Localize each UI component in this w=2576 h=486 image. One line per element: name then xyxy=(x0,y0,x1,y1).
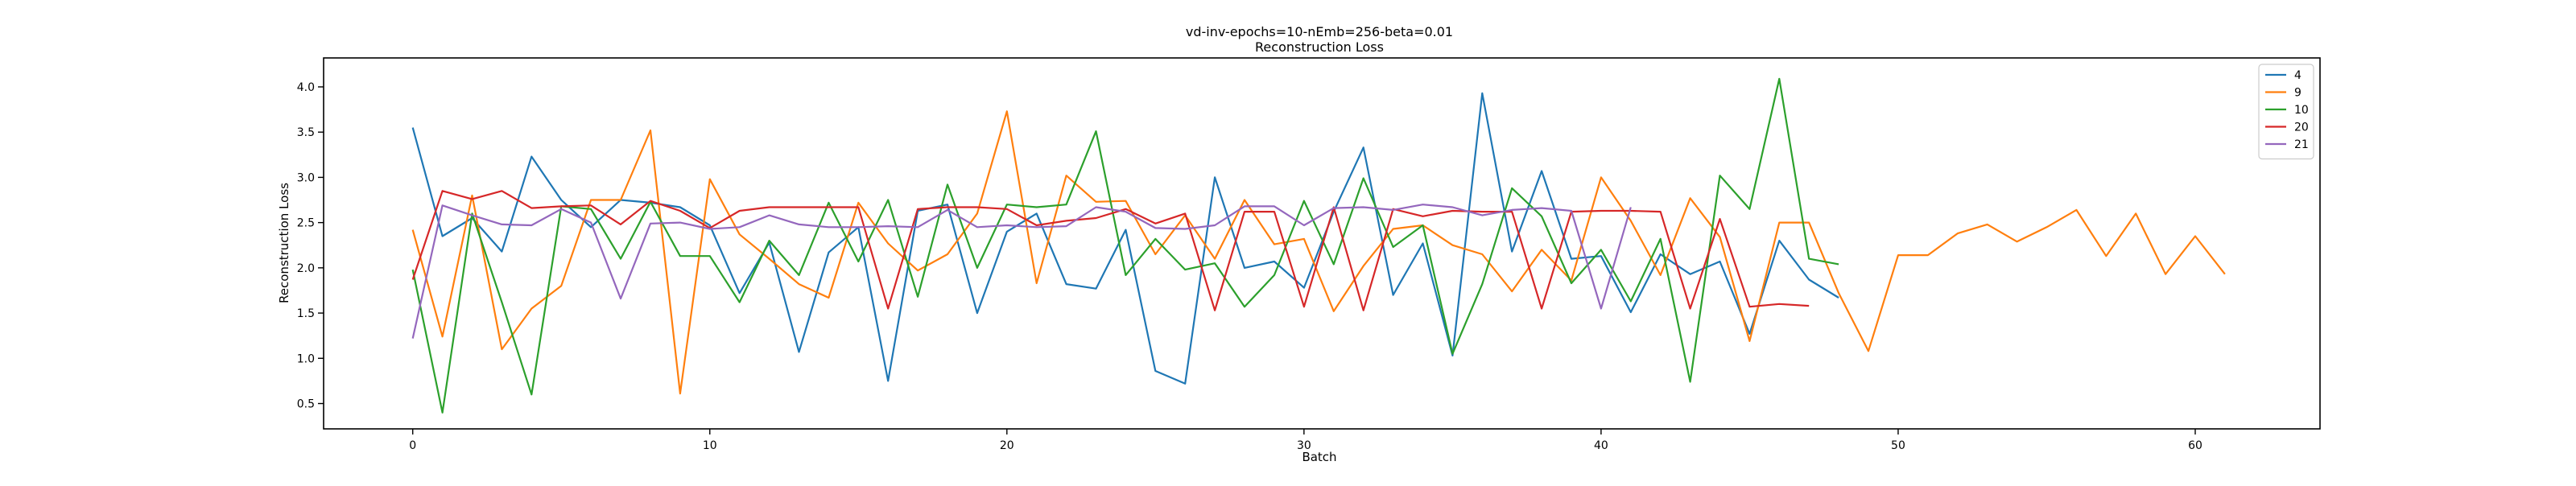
y-tick-label: 0.5 xyxy=(297,398,315,411)
x-tick-label: 20 xyxy=(1000,439,1014,452)
axes: 0 10 20 30 40 50 60 0.5 1.0 1.5 2.0 2.5 3.0 3.5 4.0 xyxy=(297,81,2202,452)
y-tick-label: 2.5 xyxy=(297,217,315,230)
x-axis-label: Batch xyxy=(1302,450,1336,464)
series-line-9 xyxy=(411,110,2226,395)
chart-title: vd-inv-epochs=10-nEmb=256-beta=0.01 xyxy=(1186,24,1453,39)
chart-subtitle: Reconstruction Loss xyxy=(1255,39,1384,55)
x-tick-label: 60 xyxy=(2188,439,2202,452)
series-lines xyxy=(411,77,2226,414)
y-tick-label: 3.0 xyxy=(297,171,315,184)
series-line-4 xyxy=(411,92,1839,385)
y-tick-label: 2.0 xyxy=(297,262,315,275)
legend: 4 9 10 20 21 xyxy=(2258,64,2314,160)
plot-frame xyxy=(323,57,2321,430)
legend-label-4: 4 xyxy=(2294,69,2301,82)
y-tick-label: 1.5 xyxy=(297,307,315,320)
x-tick-label: 40 xyxy=(1594,439,1608,452)
series-line-20 xyxy=(411,190,1810,311)
x-tick-label: 10 xyxy=(703,439,717,452)
legend-label-20: 20 xyxy=(2294,122,2309,134)
series-line-21 xyxy=(411,204,1632,339)
x-tick-label: 30 xyxy=(1297,439,1311,452)
x-tick-label: 0 xyxy=(409,439,416,452)
y-axis-label: Reconstruction Loss xyxy=(277,183,291,303)
y-tick-label: 4.0 xyxy=(297,81,315,94)
legend-box xyxy=(2258,64,2314,160)
legend-label-21: 21 xyxy=(2294,138,2309,151)
series-line-10 xyxy=(411,77,1839,414)
legend-label-10: 10 xyxy=(2294,104,2309,117)
x-tick-label: 50 xyxy=(1891,439,1905,452)
y-tick-label: 3.5 xyxy=(297,126,315,139)
legend-label-9: 9 xyxy=(2294,87,2301,100)
y-tick-label: 1.0 xyxy=(297,352,315,365)
